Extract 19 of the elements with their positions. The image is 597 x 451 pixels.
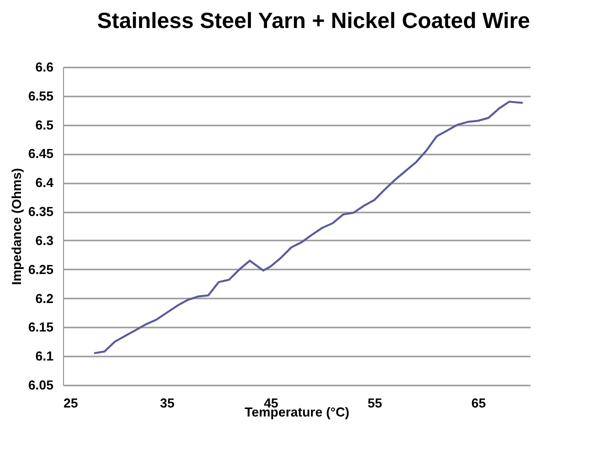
y-tick-label: 6.55 <box>28 88 54 104</box>
y-axis-title: Impedance (Ohms) <box>9 168 24 286</box>
y-tick-label: 6.6 <box>35 60 54 74</box>
x-tick-label: 55 <box>368 396 382 410</box>
y-tick-label: 6.35 <box>28 204 54 220</box>
chart-title: Stainless Steel Yarn + Nickel Coated Wire <box>97 8 530 33</box>
y-tick-label: 6.15 <box>28 320 54 335</box>
line-series <box>93 100 524 354</box>
y-tick-label: 6.1 <box>35 348 54 364</box>
y-tick-label: 6.4 <box>35 175 54 190</box>
x-tick-label: 25 <box>64 396 78 410</box>
y-tick-label: 6.25 <box>28 262 54 277</box>
y-tick-label: 6.5 <box>35 117 54 132</box>
y-tick-label: 6.45 <box>28 146 54 162</box>
y-tick-label: 6.2 <box>35 290 54 306</box>
x-tick-label: 35 <box>160 396 175 410</box>
x-tick-label: 65 <box>471 396 486 410</box>
y-tick-label: 6.05 <box>28 378 54 392</box>
y-tick-label: 6.3 <box>35 232 54 248</box>
